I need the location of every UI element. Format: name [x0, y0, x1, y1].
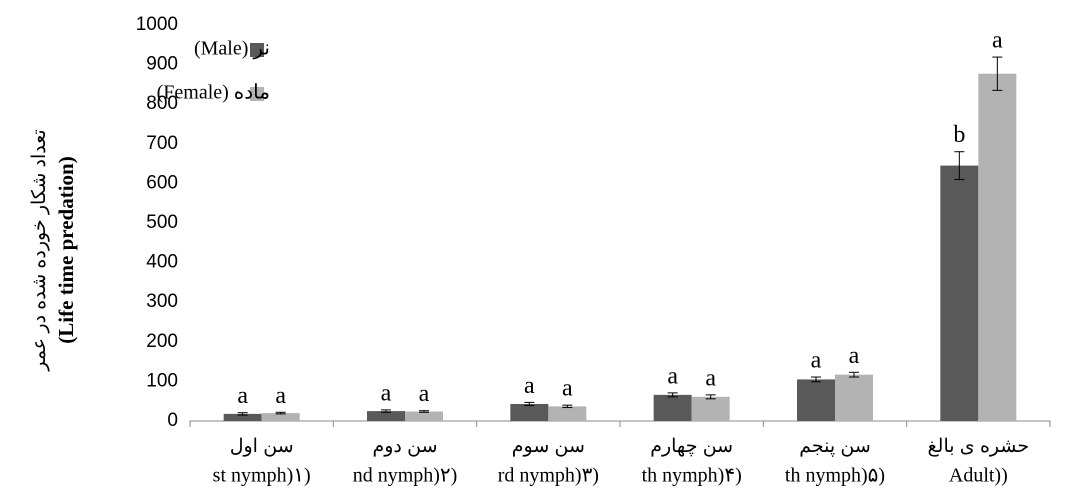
legend-swatch — [250, 43, 264, 57]
y-title-line: تعداد شکار خورده شده در عمر — [29, 129, 50, 371]
significance-letter: a — [705, 365, 716, 391]
significance-letter: a — [992, 28, 1003, 54]
bar — [797, 379, 835, 421]
x-tick-label: حشره ی بالغ — [928, 436, 1030, 457]
significance-letter: a — [381, 380, 392, 406]
legend-label: ماده (Female) — [157, 82, 270, 104]
bar — [261, 413, 300, 421]
y-tick-label: 900 — [146, 54, 178, 75]
bar — [691, 396, 730, 421]
x-tick-label: سن پنجم — [799, 436, 871, 457]
significance-letter: a — [275, 383, 286, 409]
y-tick-label: 400 — [146, 252, 178, 273]
bar — [367, 411, 405, 421]
significance-letter: a — [667, 363, 678, 389]
x-tick-label: سن دوم — [372, 436, 437, 457]
x-tick-label: سن سوم — [512, 436, 585, 457]
legend-swatch — [250, 87, 264, 101]
x-tick-label: Adult)) — [949, 465, 1008, 487]
y-tick-label: 200 — [146, 331, 178, 352]
y-tick-label: 600 — [146, 172, 178, 193]
y-tick-label: 0 — [167, 410, 178, 431]
significance-letter: a — [524, 373, 535, 399]
x-tick-label: nd nymph)۲) — [353, 465, 458, 487]
x-tick-label: سن چهارم — [650, 436, 733, 457]
y-tick-label: 700 — [146, 133, 178, 154]
significance-letter: a — [237, 383, 248, 409]
y-tick-label: 300 — [146, 291, 178, 312]
x-tick-label: rd nymph)۳) — [498, 465, 599, 487]
legend-label: نر (Male) — [194, 38, 270, 60]
bar — [510, 403, 549, 421]
y-tick-label: 800 — [146, 93, 178, 114]
bar — [978, 73, 1017, 421]
y-title: تعداد شکار خورده شده در عمر (Life time p… — [29, 129, 78, 371]
bar — [405, 411, 443, 421]
x-tick-label: st nymph)۱) — [213, 465, 311, 487]
y-title-line: (Life time predation) — [54, 156, 78, 343]
x-tick-label: th nymph)۴) — [642, 465, 742, 487]
bar — [223, 413, 262, 421]
bar — [653, 394, 692, 421]
bar — [548, 406, 587, 421]
y-tick-label: 100 — [146, 370, 178, 391]
x-tick-label: th nymph)۵) — [785, 465, 885, 487]
significance-letter: a — [419, 381, 430, 407]
significance-letter: b — [953, 122, 965, 148]
x-tick-label: سن اول — [230, 436, 294, 457]
y-tick-label: 500 — [146, 212, 178, 233]
y-tick-label: 1000 — [136, 14, 178, 35]
significance-letter: a — [562, 376, 573, 402]
significance-letter: a — [811, 348, 822, 374]
bar — [940, 165, 979, 421]
significance-letter: a — [849, 343, 860, 369]
bar — [835, 374, 873, 421]
